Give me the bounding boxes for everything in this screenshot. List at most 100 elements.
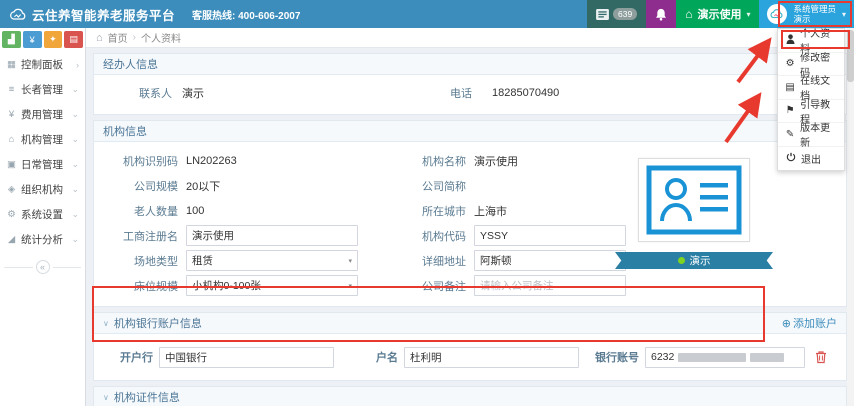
breadcrumb-current: 个人资料 (141, 34, 181, 45)
chevron-down-icon: ⌄ (71, 209, 79, 219)
company-remark-input[interactable] (474, 275, 626, 296)
bed-scale-select[interactable]: 小机构0-100张 ▾ (186, 275, 358, 296)
phone-label: 电话 (450, 88, 472, 100)
account-number-field[interactable]: 6232 (645, 346, 805, 368)
bank-name-label: 开户行 (120, 352, 153, 364)
chevron-down-icon: ⌄ (71, 234, 79, 244)
org-figure: 演示 (614, 158, 774, 269)
holder-name-label: 户名 (376, 352, 398, 364)
hotline-text: 客服热线: 400-606-2007 (192, 10, 301, 22)
org-name-row: 机构名称 演示使用 (358, 148, 626, 173)
venue-type-value: 租赁 (192, 255, 213, 267)
list-quick-icon: ▤ (69, 34, 78, 44)
avatar-cloud-icon (771, 9, 783, 19)
delete-account-button[interactable] (815, 350, 827, 364)
org-info-panel: 机构信息 机构识别码 LN202263 公司规模 20以下 老人数量 100 (93, 120, 847, 307)
phone-value: 18285070490 (492, 87, 560, 99)
org-panel-body: 机构识别码 LN202263 公司规模 20以下 老人数量 100 工商注册名 (94, 142, 846, 306)
menu-item-label: 个人资料 (800, 29, 831, 56)
user-dropdown-menu: 个人资料 ⚙ 修改密码 ▤ 在线文档 ⚑ 引导教程 ✎ 版本更新 退出 (777, 28, 845, 171)
sidebar-item-stats[interactable]: ◢ 统计分析 ⌄ (0, 227, 85, 252)
company-abbr-label: 公司简称 (422, 180, 466, 193)
scrollbar-thumb[interactable] (847, 30, 854, 82)
add-account-button[interactable]: ⊕ 添加账户 (782, 315, 837, 331)
sidebar-item-label: 长者管理 (21, 84, 63, 96)
menu-item-tutorial[interactable]: ⚑ 引导教程 (778, 100, 844, 126)
chevron-down-icon: ⌄ (71, 84, 79, 94)
add-account-label: 添加账户 (793, 318, 837, 330)
menu-item-label: 引导教程 (800, 99, 831, 126)
avatar (767, 4, 788, 24)
certificates-panel: ∨ 机构证件信息 组织机构代码 营业执照 (93, 386, 847, 406)
user-name: 演示 (793, 14, 811, 24)
profile-icon (785, 34, 795, 47)
message-list-icon (596, 8, 609, 20)
sidebar-item-structure[interactable]: ◈ 组织机构 ⌄ (0, 177, 85, 202)
sidebar-item-daily[interactable]: ▣ 日常管理 ⌄ (0, 152, 85, 177)
menu-item-profile[interactable]: 个人资料 (778, 29, 844, 55)
org-id-value: LN202263 (186, 154, 237, 167)
menu-item-docs[interactable]: ▤ 在线文档 (778, 76, 844, 102)
id-card-icon (646, 165, 742, 235)
id-card-image[interactable] (638, 158, 750, 242)
org-name-value: 演示使用 (474, 155, 518, 168)
scrollbar-track[interactable] (847, 28, 854, 406)
company-size-value: 20以下 (186, 180, 221, 193)
top-header: 云住养智能养老服务平台 客服热线: 400-606-2007 639 ⌂ 演示使… (0, 0, 854, 28)
collapse-caret-icon[interactable]: ∨ (103, 392, 109, 402)
app-logo[interactable]: 云住养智能养老服务平台 (0, 5, 184, 24)
user-account-button[interactable]: 系统管理员 演示 ▾ (759, 0, 854, 28)
sidebar-item-label: 统计分析 (21, 234, 63, 246)
org-code-input[interactable] (474, 225, 626, 246)
holder-name-input[interactable] (404, 346, 579, 368)
ribbon-label: 演示 (689, 255, 711, 267)
quick-fees-button[interactable]: ¥ (22, 31, 42, 48)
menu-item-version[interactable]: ✎ 版本更新 (778, 123, 844, 149)
quick-list-button[interactable]: ▤ (64, 31, 83, 48)
sidebar-collapse-button[interactable]: « (35, 260, 50, 274)
version-icon: ✎ (785, 128, 795, 140)
sidebar-quick-buttons: ▟ ¥ ✦ ▤ (0, 28, 85, 52)
sidebar-item-elders[interactable]: ≡ 长者管理 ⌄ (0, 77, 85, 102)
password-icon: ⚙ (785, 58, 795, 70)
contact-label: 联系人 (139, 88, 172, 100)
sidebar-item-settings[interactable]: ⚙ 系统设置 ⌄ (0, 202, 85, 227)
menu-item-password[interactable]: ⚙ 修改密码 (778, 53, 844, 79)
org-panel-header: 机构信息 (94, 121, 846, 142)
company-size-label: 公司规模 (134, 180, 178, 193)
company-abbr-row: 公司简称 (358, 173, 626, 198)
city-label: 所在城市 (422, 205, 466, 218)
sidebar-item-fees[interactable]: ¥ 费用管理 ⌄ (0, 102, 85, 127)
sidebar-item-org-manage[interactable]: ⌂ 机构管理 ⌄ (0, 127, 85, 152)
org-name-label: 机构名称 (422, 155, 466, 168)
registered-name-label: 工商注册名 (123, 230, 178, 243)
logout-icon (785, 152, 796, 165)
breadcrumb-separator: › (132, 32, 136, 43)
handler-panel-title: 经办人信息 (103, 59, 158, 71)
quick-gift-button[interactable]: ✦ (43, 31, 63, 48)
venue-type-select[interactable]: 租赁 ▾ (186, 250, 358, 271)
sidebar-item-dashboard[interactable]: ▦ 控制面板 › (0, 52, 85, 77)
menu-item-logout[interactable]: 退出 (778, 147, 844, 171)
collapse-caret-icon[interactable]: ∨ (103, 318, 109, 328)
workspace-switch-button[interactable]: ⌂ 演示使用 ▾ (676, 0, 760, 28)
messages-button[interactable]: 639 (587, 0, 647, 28)
venue-type-row: 场地类型 租赁 ▾ (94, 248, 358, 273)
chevron-down-icon: ⌄ (71, 159, 79, 169)
settings-icon: ⚙ (7, 209, 16, 220)
app-title: 云住养智能养老服务平台 (32, 8, 176, 23)
bank-name-input[interactable] (159, 346, 334, 368)
trash-icon (816, 351, 826, 364)
org-code-row: 机构代码 (358, 223, 626, 248)
notifications-button[interactable] (646, 0, 677, 28)
add-circle-icon: ⊕ (781, 317, 791, 330)
cert-panel-title: 机构证件信息 (113, 392, 180, 404)
sidebar-item-label: 控制面板 (21, 59, 63, 71)
registered-name-input[interactable] (186, 225, 358, 246)
tutorial-icon: ⚑ (785, 105, 795, 117)
quick-chart-button[interactable]: ▟ (2, 31, 21, 48)
breadcrumb-home[interactable]: 首页 (107, 34, 128, 45)
bed-scale-row: 床位规模 小机构0-100张 ▾ (94, 273, 358, 298)
chevron-right-icon: › (76, 59, 79, 70)
address-input[interactable] (474, 250, 626, 271)
